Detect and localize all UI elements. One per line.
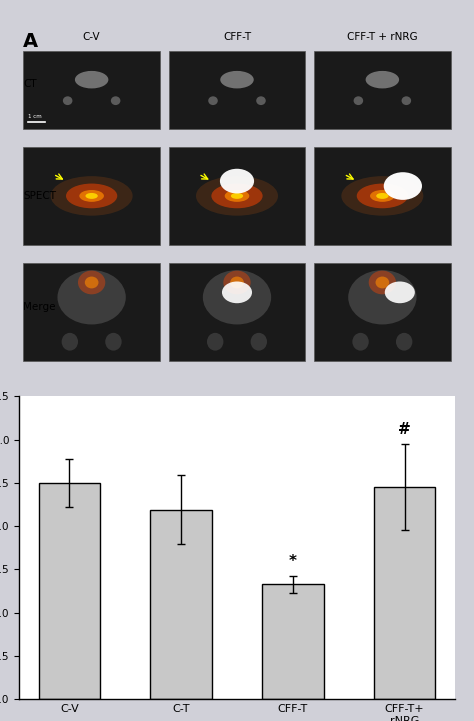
Ellipse shape [230,277,244,288]
Ellipse shape [231,193,243,199]
Bar [262,584,324,699]
Ellipse shape [207,333,223,350]
FancyBboxPatch shape [314,146,451,245]
FancyBboxPatch shape [169,146,305,245]
Ellipse shape [85,193,98,199]
Text: CFF-T: CFF-T [223,32,251,42]
Ellipse shape [62,333,78,350]
Ellipse shape [63,97,73,105]
Ellipse shape [57,270,126,324]
Bar [374,487,435,699]
FancyBboxPatch shape [23,146,160,245]
FancyBboxPatch shape [23,51,160,129]
Ellipse shape [354,97,363,105]
FancyBboxPatch shape [169,262,305,361]
Text: C-V: C-V [83,32,100,42]
Ellipse shape [256,97,266,105]
Ellipse shape [357,184,408,208]
Ellipse shape [220,169,254,193]
Ellipse shape [220,71,254,89]
Text: A: A [23,32,38,51]
Ellipse shape [105,333,122,350]
Ellipse shape [396,333,412,350]
Ellipse shape [111,97,120,105]
Ellipse shape [222,281,252,304]
Ellipse shape [75,71,109,89]
Ellipse shape [78,270,105,294]
Bar [39,483,100,699]
Text: 1 cm: 1 cm [27,114,41,119]
FancyBboxPatch shape [314,51,451,129]
Ellipse shape [251,333,267,350]
Ellipse shape [225,190,249,202]
Ellipse shape [79,190,104,202]
Ellipse shape [384,172,422,200]
Bar [150,510,212,699]
Ellipse shape [385,281,415,304]
Ellipse shape [370,190,395,202]
Ellipse shape [196,176,278,216]
Ellipse shape [203,270,271,324]
Ellipse shape [375,277,389,288]
Ellipse shape [348,270,417,324]
Ellipse shape [211,184,263,208]
Text: SPECT: SPECT [23,191,56,201]
Text: *: * [289,554,297,569]
FancyBboxPatch shape [169,51,305,129]
Ellipse shape [376,193,389,199]
Ellipse shape [85,277,99,288]
Ellipse shape [401,97,411,105]
Ellipse shape [365,71,399,89]
Ellipse shape [51,176,133,216]
Text: CFF-T + rNRG: CFF-T + rNRG [347,32,418,42]
FancyBboxPatch shape [314,262,451,361]
Ellipse shape [208,97,218,105]
Ellipse shape [352,333,369,350]
Ellipse shape [341,176,423,216]
Ellipse shape [66,184,117,208]
Text: #: # [398,422,411,437]
Ellipse shape [223,270,251,294]
Text: Merge: Merge [23,302,56,312]
Ellipse shape [369,270,396,294]
Text: CT: CT [23,79,37,89]
FancyBboxPatch shape [23,262,160,361]
